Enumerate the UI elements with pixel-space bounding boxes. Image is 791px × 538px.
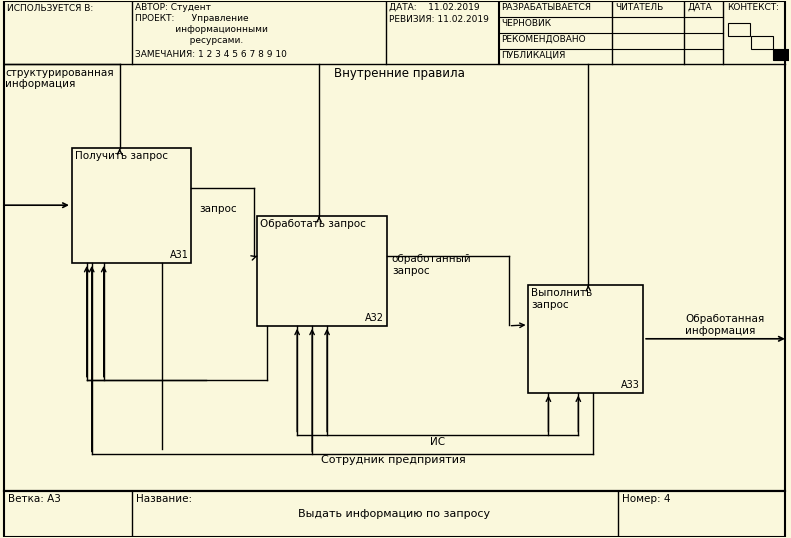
Text: Обработать запрос: Обработать запрос bbox=[260, 219, 366, 229]
Text: Выполнить
запрос: Выполнить запрос bbox=[532, 288, 592, 309]
Text: Ветка: А3: Ветка: А3 bbox=[8, 494, 61, 504]
Bar bbox=[257, 216, 387, 326]
Text: Название:: Название: bbox=[135, 494, 191, 504]
Text: запрос: запрос bbox=[199, 204, 237, 214]
Bar bbox=[751, 36, 773, 48]
Text: ДАТА: ДАТА bbox=[687, 3, 712, 12]
Text: информационными: информационными bbox=[134, 25, 267, 34]
Text: А31: А31 bbox=[169, 250, 188, 260]
Text: Сотрудник предприятия: Сотрудник предприятия bbox=[321, 456, 466, 465]
Text: ДАТА:    11.02.2019: ДАТА: 11.02.2019 bbox=[389, 3, 479, 12]
Text: ЧЕРНОВИК: ЧЕРНОВИК bbox=[501, 19, 551, 28]
Text: А32: А32 bbox=[365, 313, 384, 323]
Text: РЕКОМЕНДОВАНО: РЕКОМЕНДОВАНО bbox=[501, 34, 586, 44]
Text: ПРОЕКТ:      Управление: ПРОЕКТ: Управление bbox=[134, 14, 248, 23]
Bar bbox=[4, 491, 785, 537]
Text: ИСПОЛЬЗУЕТСЯ В:: ИСПОЛЬЗУЕТСЯ В: bbox=[7, 4, 93, 13]
Bar bbox=[773, 48, 791, 60]
Text: Выдать информацию по запросу: Выдать информацию по запросу bbox=[297, 509, 490, 519]
Bar bbox=[728, 23, 750, 36]
Text: структурированная
информация: структурированная информация bbox=[5, 68, 114, 89]
Text: ИС: ИС bbox=[430, 436, 445, 447]
Text: Внутренние правила: Внутренние правила bbox=[334, 67, 465, 80]
Bar bbox=[528, 285, 643, 393]
Text: Номер: 4: Номер: 4 bbox=[623, 494, 671, 504]
Text: ПУБЛИКАЦИЯ: ПУБЛИКАЦИЯ bbox=[501, 51, 566, 60]
Text: ЗАМЕЧАНИЯ: 1 2 3 4 5 6 7 8 9 10: ЗАМЕЧАНИЯ: 1 2 3 4 5 6 7 8 9 10 bbox=[134, 49, 286, 59]
Text: РАЗРАБАТЫВАЕТСЯ: РАЗРАБАТЫВАЕТСЯ bbox=[501, 3, 592, 12]
Text: ресурсами.: ресурсами. bbox=[134, 36, 243, 45]
Text: АВТОР: Студент: АВТОР: Студент bbox=[134, 3, 210, 12]
Text: обработанный
запрос: обработанный запрос bbox=[392, 254, 471, 275]
Text: А33: А33 bbox=[621, 380, 640, 390]
Text: РЕВИЗИЯ: 11.02.2019: РЕВИЗИЯ: 11.02.2019 bbox=[389, 15, 489, 24]
Text: ЧИТАТЕЛЬ: ЧИТАТЕЛЬ bbox=[615, 3, 664, 12]
Bar bbox=[72, 148, 191, 263]
Text: Получить запрос: Получить запрос bbox=[75, 151, 168, 161]
Text: КОНТЕКСТ:: КОНТЕКСТ: bbox=[727, 3, 779, 12]
Text: Обработанная
информация: Обработанная информация bbox=[685, 314, 764, 336]
